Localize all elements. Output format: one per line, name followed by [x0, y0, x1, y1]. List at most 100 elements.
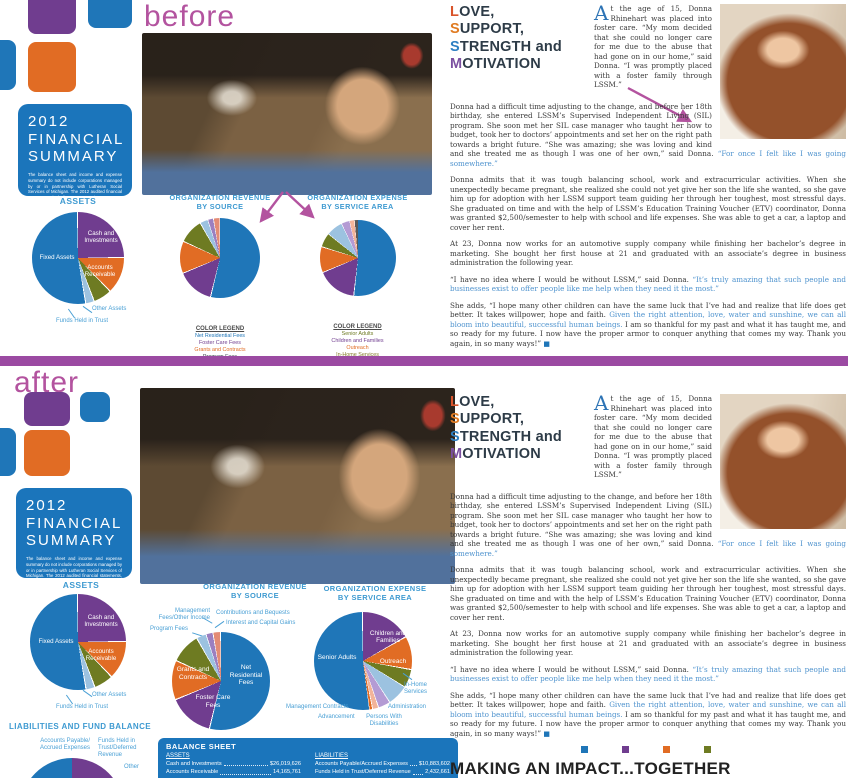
story-article: LOVE, SUPPORT, STRENGTH and MOTIVATION A… — [450, 3, 846, 356]
expense-title-line2: BY SERVICE AREA — [321, 201, 394, 211]
quote-text: “For once I felt like I was going somewh… — [450, 149, 846, 168]
paragraph-4: “I have no idea where I would be without… — [450, 275, 846, 294]
financial-summary-line1: FINANCIAL — [28, 130, 125, 148]
paragraph-4: “I have no idea where I would be without… — [450, 665, 846, 684]
liabilities-chart: LIABILITIES AND FUND BALANCE Accounts Pa… — [0, 722, 160, 778]
divider-bar — [0, 356, 848, 366]
balance-sheet-title: BALANCE SHEET — [166, 742, 237, 751]
legend-item: In-Home Services — [336, 351, 379, 356]
logo-square-orange — [24, 430, 70, 476]
balance-row: Accounts Payable/Accrued Expenses $10,883… — [315, 760, 450, 768]
expense-legend-title: COLOR LEGEND — [333, 323, 382, 330]
callout-line — [65, 694, 74, 705]
callout-advancement: Advancement — [318, 714, 355, 720]
balance-assets-column: ASSETS Cash and Investments $26,019,626 A… — [166, 753, 301, 777]
financial-summary-line1: FINANCIAL — [26, 514, 123, 532]
quote-text: Given the right attention, love, water a… — [450, 700, 846, 719]
balance-assets-header: ASSETS — [166, 753, 190, 759]
legend-item: Senior Adults — [341, 330, 374, 337]
expense-chart: ORGANIZATION EXPENSE BY SERVICE AREA COL… — [285, 193, 430, 356]
pie-label-cash: Cash and Investments — [84, 614, 118, 629]
financial-summary-disclaimer: The balance sheet and income and expense… — [28, 172, 122, 207]
paragraph-2: Donna admits that it was tough balancing… — [450, 565, 846, 622]
quote-text: “For once I felt like I was going somewh… — [450, 539, 846, 558]
financial-summary-disclaimer: The balance sheet and income and expense… — [26, 556, 122, 591]
financial-summary-year: 2012 — [28, 113, 70, 130]
drop-cap: A — [594, 391, 609, 415]
callout-accounts-payable: Accounts Payable/ Accrued Expenses — [39, 738, 90, 752]
pie-label-net-residential: Net Residential Fees — [229, 664, 263, 687]
expense-title-line2: BY SERVICE AREA — [337, 593, 413, 602]
pie-label-receivable: Accounts Receivable — [84, 264, 116, 279]
story-article: LOVE, SUPPORT, STRENGTH and MOTIVATION A… — [450, 391, 846, 778]
before-section: before 2012 FINANCIAL SUMMARY The balanc… — [0, 0, 848, 356]
pie-label-cash: Cash and Investments — [84, 230, 118, 245]
quote-text: “It’s truly amazing that such people and… — [450, 274, 846, 294]
legend-item: Children and Families — [331, 337, 384, 344]
headline-rest: OTIVATION — [462, 446, 541, 463]
arrow-to-photo — [627, 86, 693, 123]
pie-label-fixed: Fixed Assets — [39, 254, 75, 261]
paragraph-text: I am so thankful for my past and what it… — [450, 709, 846, 738]
logo-square-purple — [24, 392, 70, 426]
balance-item: Cash and Investments — [166, 761, 222, 767]
paragraph-2: Donna admits that it was tough balancing… — [450, 175, 846, 232]
intro-text: t the age of 15, Donna Rhinehart was pla… — [594, 394, 712, 479]
paragraph-text: Donna had a difficult time adjusting to … — [450, 491, 718, 549]
logo-square-blue-left — [0, 428, 16, 476]
pie-label-grants: Grants and Contracts — [176, 666, 210, 681]
headline-rest: OVE, — [459, 4, 495, 20]
headline-rest: UPPORT, — [459, 411, 525, 428]
headline-rest: TRENGTH and — [459, 428, 562, 445]
callout-interest: Interest and Capital Gains — [226, 620, 296, 626]
logo-square-blue-top — [88, 0, 132, 28]
end-mark: ■ — [543, 339, 550, 348]
legend-item: Outreach — [346, 344, 369, 351]
callout-administration: Administration — [388, 704, 427, 710]
logo-square-orange — [28, 42, 76, 92]
legend-item: Foster Care Fees — [199, 339, 241, 346]
assets-chart: ASSETS Cash and Investments Fixed Assets… — [8, 196, 148, 356]
callout-other-assets: Other Assets — [92, 692, 127, 698]
financial-summary-year: 2012 — [26, 497, 68, 514]
quote-text: Given the right attention, love, water a… — [450, 310, 846, 329]
headline-lead: S — [450, 21, 460, 38]
man-photo — [142, 33, 432, 195]
revenue-pie — [180, 218, 260, 298]
paragraph-5: She adds, “I hope many other children ca… — [450, 301, 846, 349]
revenue-title-line1: ORGANIZATION REVENUE — [203, 582, 307, 591]
balance-amount: 14,165,761 — [273, 769, 301, 776]
financial-summary-line2: SUMMARY — [26, 532, 117, 550]
expense-pie: Senior Adults Children and Families Outr… — [314, 612, 412, 710]
logo-square-blue-top — [80, 392, 110, 422]
headline-lead: L — [450, 394, 460, 410]
balance-amount: $26,019,626 — [269, 761, 301, 767]
before-label: before — [144, 0, 236, 33]
article-headline: LOVE, SUPPORT, STRENGTH and MOTIVATION — [450, 394, 584, 487]
headline-rest: TRENGTH and — [459, 38, 562, 55]
callout-other-assets: Other Assets — [92, 306, 127, 312]
assets-chart-title: ASSETS — [59, 196, 97, 206]
paragraph-3: At 23, Donna now works for an automotive… — [450, 239, 846, 267]
pie-label-children: Children and Families — [369, 630, 407, 645]
callout-persons: Persons With Disabilities — [366, 714, 402, 728]
legend-item: Grants and Contracts — [194, 346, 246, 353]
balance-liabilities-column: LIABILITIES Accounts Payable/Accrued Exp… — [315, 753, 450, 777]
separator-square-blue — [581, 745, 588, 753]
arrow-to-expense-pie — [285, 191, 315, 219]
annotation-arrows — [259, 86, 693, 223]
expense-title-line1: ORGANIZATION EXPENSE — [307, 193, 408, 202]
balance-item: Accounts Payable/Accrued Expenses — [315, 761, 408, 767]
expense-pie — [320, 220, 396, 296]
man-photo — [140, 388, 455, 584]
intro-text: t the age of 15, Donna Rhinehart was pla… — [594, 4, 712, 89]
paragraph-text: I am so thankful for my past and what it… — [450, 319, 846, 348]
revenue-title-line2: BY SOURCE — [230, 591, 280, 600]
woman-photo — [720, 394, 846, 529]
quote-text: “It’s truly amazing that such people and… — [450, 664, 846, 684]
balance-amount: $10,883,602 — [418, 761, 450, 767]
pie-label-fixed: Fixed Assets — [38, 638, 74, 645]
callout-line — [82, 689, 93, 698]
paragraph-text: She adds, “I hope many other children ca… — [450, 300, 846, 320]
end-mark: ■ — [543, 729, 550, 738]
